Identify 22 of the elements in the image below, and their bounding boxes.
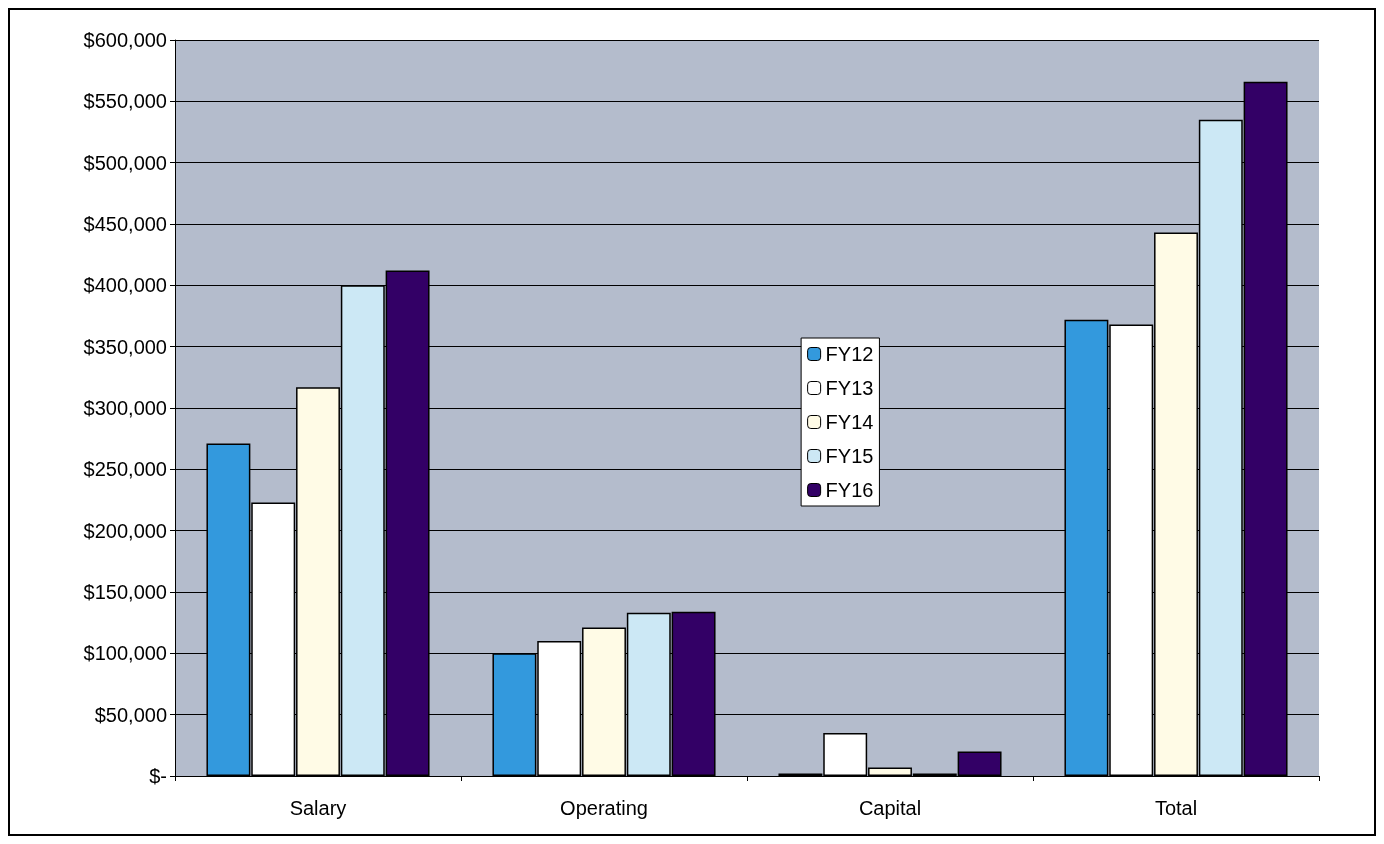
y-tick-label: $500,000 <box>83 151 167 174</box>
y-tick-label: $350,000 <box>83 335 167 358</box>
y-tick-label: $600,000 <box>83 29 167 51</box>
y-tick-label: $300,000 <box>83 397 167 419</box>
legend-label: FY16 <box>825 479 874 501</box>
legend-label: FY13 <box>825 377 874 399</box>
y-tick-label: $400,000 <box>83 274 167 297</box>
legend-label: FY15 <box>825 445 874 467</box>
x-tick-label: Total <box>1154 797 1198 819</box>
y-tick-label: $450,000 <box>83 213 167 235</box>
y-tick-label: $50,000 <box>94 703 167 726</box>
y-tick-label: $200,000 <box>83 519 167 542</box>
legend-label: FY14 <box>825 411 874 433</box>
y-tick-label: $150,000 <box>83 581 167 603</box>
y-tick-label: $100,000 <box>83 642 167 665</box>
y-tick-label: $250,000 <box>83 458 167 481</box>
y-tick-label: $550,000 <box>83 90 167 113</box>
y-tick-label: $- <box>149 765 167 787</box>
legend-label: FY12 <box>825 343 874 365</box>
x-tick-label: Salary <box>289 797 347 819</box>
x-tick-label: Operating <box>560 797 648 819</box>
x-tick-label: Capital <box>858 797 922 819</box>
